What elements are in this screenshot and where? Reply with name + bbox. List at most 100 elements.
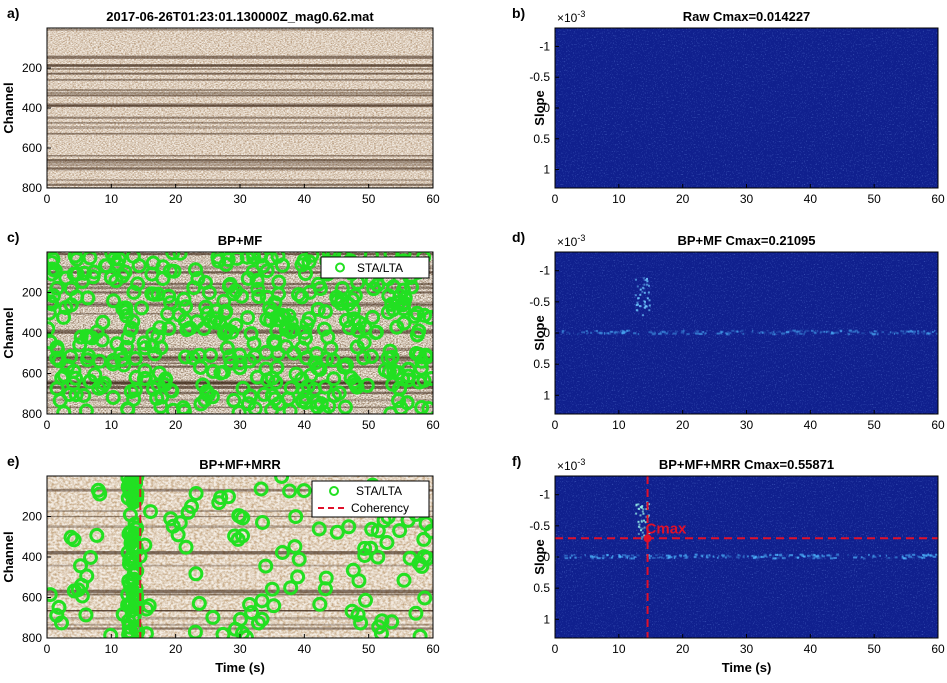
zero-slope-energy (693, 556, 697, 559)
zero-slope-energy (659, 331, 663, 334)
zero-slope-energy (735, 330, 738, 333)
zero-slope-energy (812, 557, 815, 560)
zero-slope-energy (905, 554, 909, 557)
y-tick-label: -1 (539, 264, 550, 278)
zero-slope-energy (891, 331, 895, 334)
zero-slope-energy (736, 330, 739, 333)
stalta-pick (357, 540, 373, 556)
zero-slope-energy (861, 332, 865, 335)
y-tick-label: 800 (22, 181, 42, 195)
zero-slope-energy (813, 332, 817, 335)
stalta-pick (120, 402, 136, 414)
zero-slope-energy (614, 332, 619, 335)
zero-slope-energy (606, 332, 610, 335)
zero-slope-energy (694, 553, 698, 556)
zero-slope-energy (678, 554, 683, 557)
zero-slope-energy (716, 332, 720, 335)
zero-slope-energy (810, 553, 815, 556)
stalta-pick (87, 367, 103, 383)
zero-slope-energy (885, 554, 888, 557)
stalta-pick (267, 391, 283, 407)
stalta-pick (294, 393, 310, 409)
stalta-pick (384, 614, 400, 630)
legend-box (320, 256, 430, 279)
event-energy (637, 297, 640, 300)
stalta-pick (137, 371, 153, 386)
y-tick-label: 200 (22, 286, 42, 300)
stalta-pick (137, 537, 153, 553)
event-energy (639, 293, 642, 296)
zero-slope-energy (821, 554, 823, 557)
stalta-pick (69, 289, 85, 305)
channel-band (47, 91, 433, 95)
zero-slope-energy (594, 554, 597, 557)
zero-slope-energy (885, 555, 886, 557)
stalta-pick (219, 340, 235, 356)
axis-exponent: ×10-3 (557, 9, 585, 25)
event-energy (640, 305, 643, 308)
zero-slope-energy (768, 555, 770, 558)
zero-slope-energy (887, 333, 891, 336)
x-tick-label: 0 (552, 192, 559, 206)
x-tick-label: 10 (612, 418, 626, 432)
zero-slope-energy (751, 331, 754, 334)
event-energy (643, 306, 646, 309)
x-tick-label: 40 (804, 192, 818, 206)
zero-slope-energy (607, 330, 609, 332)
channel-band (47, 365, 433, 368)
zero-slope-energy (911, 333, 913, 336)
event-energy (648, 503, 651, 506)
zero-slope-energy (590, 331, 593, 334)
zero-slope-energy (599, 331, 602, 333)
event-energy (645, 516, 648, 518)
zero-slope-energy (804, 329, 809, 332)
zero-slope-energy (704, 333, 706, 335)
event-energy (638, 523, 641, 526)
stalta-pick (47, 296, 60, 312)
zero-slope-energy (621, 556, 625, 559)
x-tick-label: 50 (867, 642, 881, 656)
y-axis-label: Slope (532, 315, 547, 350)
stalta-pick (371, 619, 387, 635)
panel-a: 0 10 20 30 40 50 60 200 400 600 800 Channel 2017-06-… (1, 5, 440, 206)
channel-band (47, 515, 433, 518)
stalta-pick (124, 549, 140, 565)
legend: STA/LTA (320, 256, 430, 279)
zero-slope-energy (720, 330, 722, 333)
event-energy (641, 535, 644, 538)
zero-slope-energy (796, 330, 801, 333)
zero-slope-energy (812, 555, 815, 558)
stalta-pick (176, 291, 192, 307)
event-energy (645, 279, 648, 282)
zero-slope-energy (913, 332, 915, 335)
zero-slope-energy (823, 330, 826, 333)
panel-title: BP+MF+MRR Cmax=0.55871 (659, 457, 834, 472)
stalta-pick (251, 289, 267, 304)
stalta-pick (275, 257, 290, 273)
zero-slope-energy (761, 331, 764, 334)
zero-slope-energy (835, 554, 838, 557)
zero-slope-energy (661, 556, 663, 559)
stalta-pick (313, 396, 329, 412)
x-tick-label: 0 (44, 418, 51, 432)
zero-slope-energy (618, 555, 622, 558)
channel-band (47, 564, 433, 567)
channel-band (47, 55, 433, 59)
stalta-pick (263, 312, 279, 328)
y-tick-label: -0.5 (529, 70, 550, 84)
y-tick-label: 0.5 (533, 132, 550, 146)
channel-band (47, 72, 433, 75)
x-tick-label: 10 (612, 642, 626, 656)
stalta-pick (153, 340, 169, 356)
event-energy (645, 508, 648, 511)
zero-slope-energy (794, 333, 797, 336)
stalta-pick (336, 359, 352, 375)
zero-slope-energy (921, 330, 926, 333)
stalta-pick (120, 490, 136, 506)
zero-slope-energy (901, 555, 904, 558)
zero-slope-energy (756, 557, 759, 559)
zero-slope-energy (720, 330, 722, 333)
stalta-pick (113, 346, 129, 362)
stalta-pick (240, 310, 256, 326)
zero-slope-energy (577, 333, 579, 336)
